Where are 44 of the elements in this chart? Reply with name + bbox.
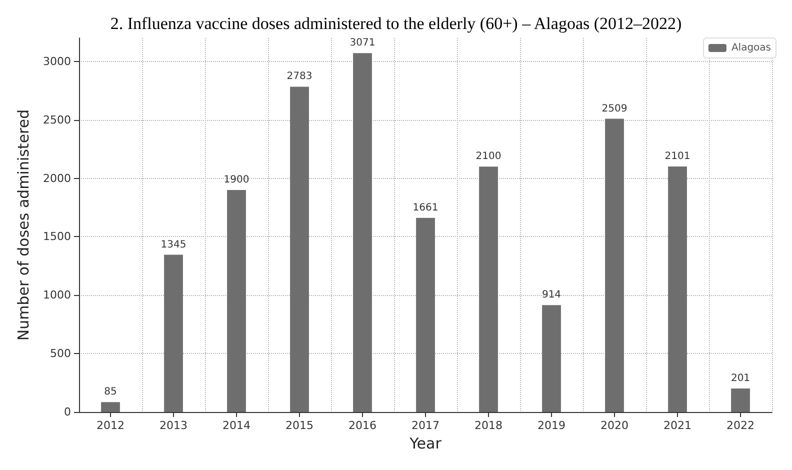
x-tick-label: 2015: [286, 419, 314, 432]
x-tick-label: 2013: [160, 419, 188, 432]
bar: [101, 402, 120, 412]
y-tick-label: 2500: [43, 113, 71, 126]
x-tick-label: 2016: [348, 419, 376, 432]
bar: [353, 53, 372, 412]
bar: [416, 218, 435, 412]
data-label: 2783: [286, 71, 312, 82]
data-label: 85: [104, 386, 117, 398]
bar: [227, 190, 246, 412]
data-label: 914: [542, 290, 562, 301]
data-label: 201: [730, 373, 750, 384]
y-tick-label: 1000: [43, 288, 71, 302]
bar: [542, 305, 561, 412]
chart-title: 2. Influenza vaccine doses administered to the elderly (60+) – Alagoas (2012–2022): [110, 14, 682, 33]
x-tick-label: 2017: [412, 419, 440, 432]
x-tick-label: 2018: [474, 419, 502, 432]
data-label: 1345: [160, 239, 186, 250]
x-tick-label: 2012: [96, 419, 124, 432]
data-label: 1900: [224, 174, 250, 186]
x-tick-label: 2021: [664, 419, 692, 432]
legend-label: Alagoas: [731, 42, 772, 54]
y-tick-label: 3000: [43, 54, 71, 68]
bar: [605, 118, 624, 412]
x-tick-label: 2014: [222, 419, 250, 432]
data-label: 2509: [602, 103, 628, 114]
bar: [668, 166, 687, 412]
bar: [290, 86, 309, 412]
y-tick-label: 1500: [43, 230, 71, 244]
y-axis-title: Number of doses administered: [14, 109, 32, 341]
x-tick-label: 2019: [538, 419, 566, 432]
data-label: 2100: [476, 151, 502, 162]
x-tick-label: 2020: [600, 419, 628, 432]
data-label: 1661: [412, 202, 438, 214]
bar: [731, 388, 750, 412]
y-tick-label: 500: [50, 347, 71, 360]
data-label: 2101: [664, 150, 690, 162]
data-label: 3071: [350, 38, 376, 49]
x-tick-label: 2022: [726, 419, 754, 432]
bar: [479, 166, 498, 412]
y-tick-label: 0: [64, 406, 71, 418]
y-tick-label: 2000: [43, 172, 71, 185]
x-axis-title: Year: [408, 434, 442, 452]
bar: [164, 254, 183, 412]
